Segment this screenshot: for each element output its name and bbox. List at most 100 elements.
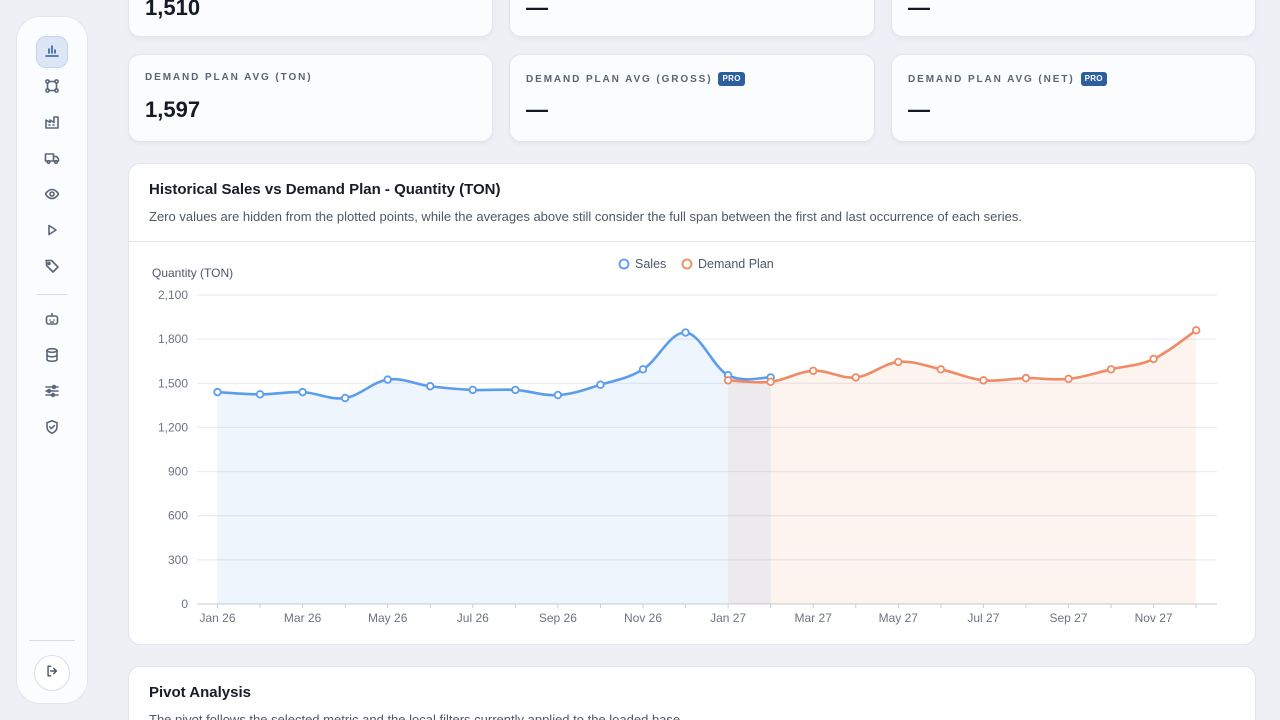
kpi-card: 1,510 <box>128 0 493 37</box>
data-point <box>213 387 222 397</box>
eye-icon <box>44 186 60 207</box>
panel-divider <box>129 241 1255 242</box>
chart-panel: Historical Sales vs Demand Plan - Quanti… <box>128 163 1256 645</box>
kpi-value: — <box>908 0 930 20</box>
shield-check-icon <box>44 419 60 440</box>
data-point <box>979 376 988 385</box>
data-point <box>1149 354 1158 364</box>
pro-badge: PRO <box>718 72 745 86</box>
y-tick-label: 0 <box>181 597 188 611</box>
nav-visibility[interactable] <box>36 180 68 212</box>
x-tick-label: Nov 27 <box>1135 611 1173 625</box>
nav-assistant[interactable] <box>36 305 68 337</box>
x-tick-label: Nov 26 <box>624 611 662 625</box>
data-point <box>894 357 903 367</box>
kpi-value: 1,510 <box>145 0 201 20</box>
y-tick-label: 300 <box>168 553 188 567</box>
nav-dashboard[interactable] <box>36 36 68 68</box>
x-tick-label: May 26 <box>368 611 408 625</box>
data-point <box>1021 373 1031 383</box>
y-axis-label: Quantity (TON) <box>152 266 233 280</box>
kpi-label: DEMAND PLAN AVG (NET) PRO <box>908 72 1107 86</box>
y-tick-label: 1,800 <box>158 332 188 346</box>
nav-data[interactable] <box>36 341 68 373</box>
data-point <box>681 328 690 337</box>
pivot-panel: Pivot Analysis The pivot follows the sel… <box>128 666 1256 720</box>
data-point <box>383 375 392 384</box>
kpi-value: — <box>526 97 548 122</box>
pivot-subtitle: The pivot follows the selected metric an… <box>149 712 684 720</box>
kpi-label-text: DEMAND PLAN AVG (GROSS) <box>526 73 713 85</box>
y-tick-label: 2,100 <box>158 288 188 302</box>
kpi-card-demand-plan-net: DEMAND PLAN AVG (NET) PRO — <box>891 54 1256 142</box>
sidebar-divider-bottom <box>29 640 75 641</box>
kpi-value: 1,597 <box>145 97 201 122</box>
kpi-card-demand-plan-gross: DEMAND PLAN AVG (GROSS) PRO — <box>509 54 875 142</box>
data-point <box>1191 326 1201 335</box>
kpi-value: — <box>526 0 548 20</box>
play-icon <box>44 222 60 243</box>
kpi-card: — <box>891 0 1256 37</box>
legend-marker <box>618 258 630 270</box>
sidebar-divider <box>37 294 67 295</box>
data-point <box>511 385 520 395</box>
sidebar <box>16 16 88 704</box>
database-icon <box>44 347 60 368</box>
data-point <box>936 365 946 374</box>
chart-panel-title: Historical Sales vs Demand Plan - Quanti… <box>149 181 501 198</box>
series-area-sales <box>217 332 771 604</box>
nav-run[interactable] <box>36 216 68 248</box>
data-point <box>1064 374 1073 384</box>
data-point <box>851 373 860 382</box>
nav-settings[interactable] <box>36 377 68 409</box>
data-point <box>298 387 307 397</box>
nav-factory[interactable] <box>36 108 68 140</box>
logout-icon <box>45 664 59 683</box>
data-point <box>809 366 818 375</box>
data-point <box>553 390 563 400</box>
series-area-demand-plan <box>728 330 1197 604</box>
data-point <box>340 393 350 403</box>
kpi-label-text: DEMAND PLAN AVG (NET) <box>908 73 1075 85</box>
data-point <box>596 380 605 389</box>
truck-icon <box>44 150 60 171</box>
chart-panel-subtitle: Zero values are hidden from the plotted … <box>149 209 1022 224</box>
sliders-icon <box>44 383 60 404</box>
x-tick-label: Jul 26 <box>457 611 489 625</box>
data-point <box>468 385 477 395</box>
kpi-card-demand-plan-ton: DEMAND PLAN AVG (TON) 1,597 <box>128 54 493 142</box>
x-tick-label: Sep 26 <box>539 611 577 625</box>
y-tick-label: 600 <box>168 509 188 523</box>
factory-icon <box>44 114 60 135</box>
data-point <box>426 382 435 391</box>
sales-vs-demand-chart[interactable]: 0 300 600 900 1,200 1,500 1,800 2,100 Quantity (… <box>129 164 1255 644</box>
kpi-value: — <box>908 97 930 122</box>
data-point <box>1106 365 1116 374</box>
x-tick-label: Jan 27 <box>710 611 746 625</box>
x-tick-label: Sep 27 <box>1049 611 1087 625</box>
pro-badge: PRO <box>1080 72 1107 86</box>
bot-icon <box>44 311 60 332</box>
x-tick-label: Jan 26 <box>199 611 235 625</box>
data-point <box>766 377 775 387</box>
kpi-label: DEMAND PLAN AVG (TON) <box>145 72 313 83</box>
logout-button[interactable] <box>34 655 70 691</box>
nav-security[interactable] <box>36 413 68 445</box>
data-point <box>638 365 648 374</box>
tag-icon <box>44 258 60 279</box>
workflow-icon <box>44 78 60 99</box>
nav-logistics[interactable] <box>36 144 68 176</box>
nav-pricing[interactable] <box>36 252 68 284</box>
data-point <box>255 390 265 399</box>
nav-workflow[interactable] <box>36 72 68 104</box>
y-tick-label: 1,200 <box>158 420 188 434</box>
data-point <box>723 376 733 385</box>
x-tick-label: May 27 <box>879 611 919 625</box>
kpi-card: — <box>509 0 875 37</box>
x-tick-label: Mar 27 <box>795 611 833 625</box>
legend-label: Sales <box>635 257 666 271</box>
y-tick-label: 1,500 <box>158 376 188 390</box>
kpi-label: DEMAND PLAN AVG (GROSS) PRO <box>526 72 745 86</box>
x-tick-label: Jul 27 <box>967 611 999 625</box>
x-tick-label: Mar 26 <box>284 611 322 625</box>
